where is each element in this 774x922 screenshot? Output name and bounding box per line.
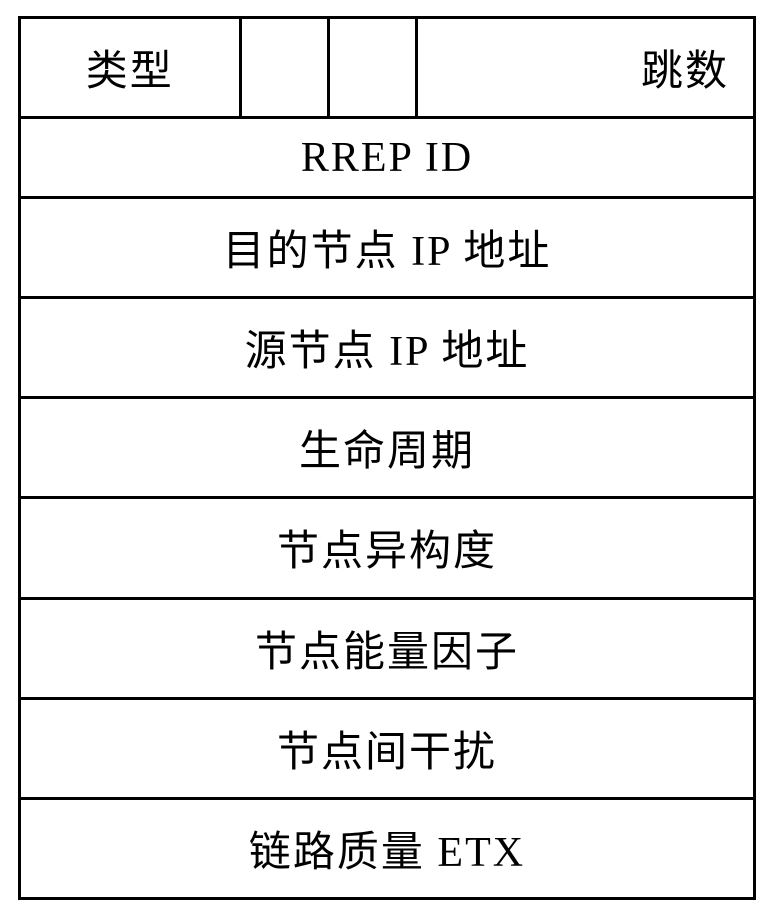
- packet-table: 类型 跳数 RREP ID 目的节点 IP 地址 源节点 IP 地址 生命周期 …: [18, 16, 756, 900]
- field-interference: 节点间干扰: [20, 698, 755, 798]
- field-type: 类型: [20, 18, 241, 118]
- packet-format-diagram: 类型 跳数 RREP ID 目的节点 IP 地址 源节点 IP 地址 生命周期 …: [0, 0, 774, 922]
- row-etx: 链路质量 ETX: [20, 798, 755, 898]
- field-reserved-2: [328, 18, 416, 118]
- field-hop-count: 跳数: [416, 18, 754, 118]
- row-lifetime: 生命周期: [20, 398, 755, 498]
- row-dest-ip: 目的节点 IP 地址: [20, 197, 755, 297]
- field-lifetime: 生命周期: [20, 398, 755, 498]
- field-src-ip: 源节点 IP 地址: [20, 298, 755, 398]
- row-heterogeneity: 节点异构度: [20, 498, 755, 598]
- header-row: 类型 跳数: [20, 18, 755, 118]
- field-etx: 链路质量 ETX: [20, 798, 755, 898]
- row-rrep-id: RREP ID: [20, 118, 755, 198]
- field-reserved-1: [240, 18, 328, 118]
- row-src-ip: 源节点 IP 地址: [20, 298, 755, 398]
- field-heterogeneity: 节点异构度: [20, 498, 755, 598]
- row-energy-factor: 节点能量因子: [20, 598, 755, 698]
- field-energy-factor: 节点能量因子: [20, 598, 755, 698]
- field-dest-ip: 目的节点 IP 地址: [20, 197, 755, 297]
- row-interference: 节点间干扰: [20, 698, 755, 798]
- field-rrep-id: RREP ID: [20, 118, 755, 198]
